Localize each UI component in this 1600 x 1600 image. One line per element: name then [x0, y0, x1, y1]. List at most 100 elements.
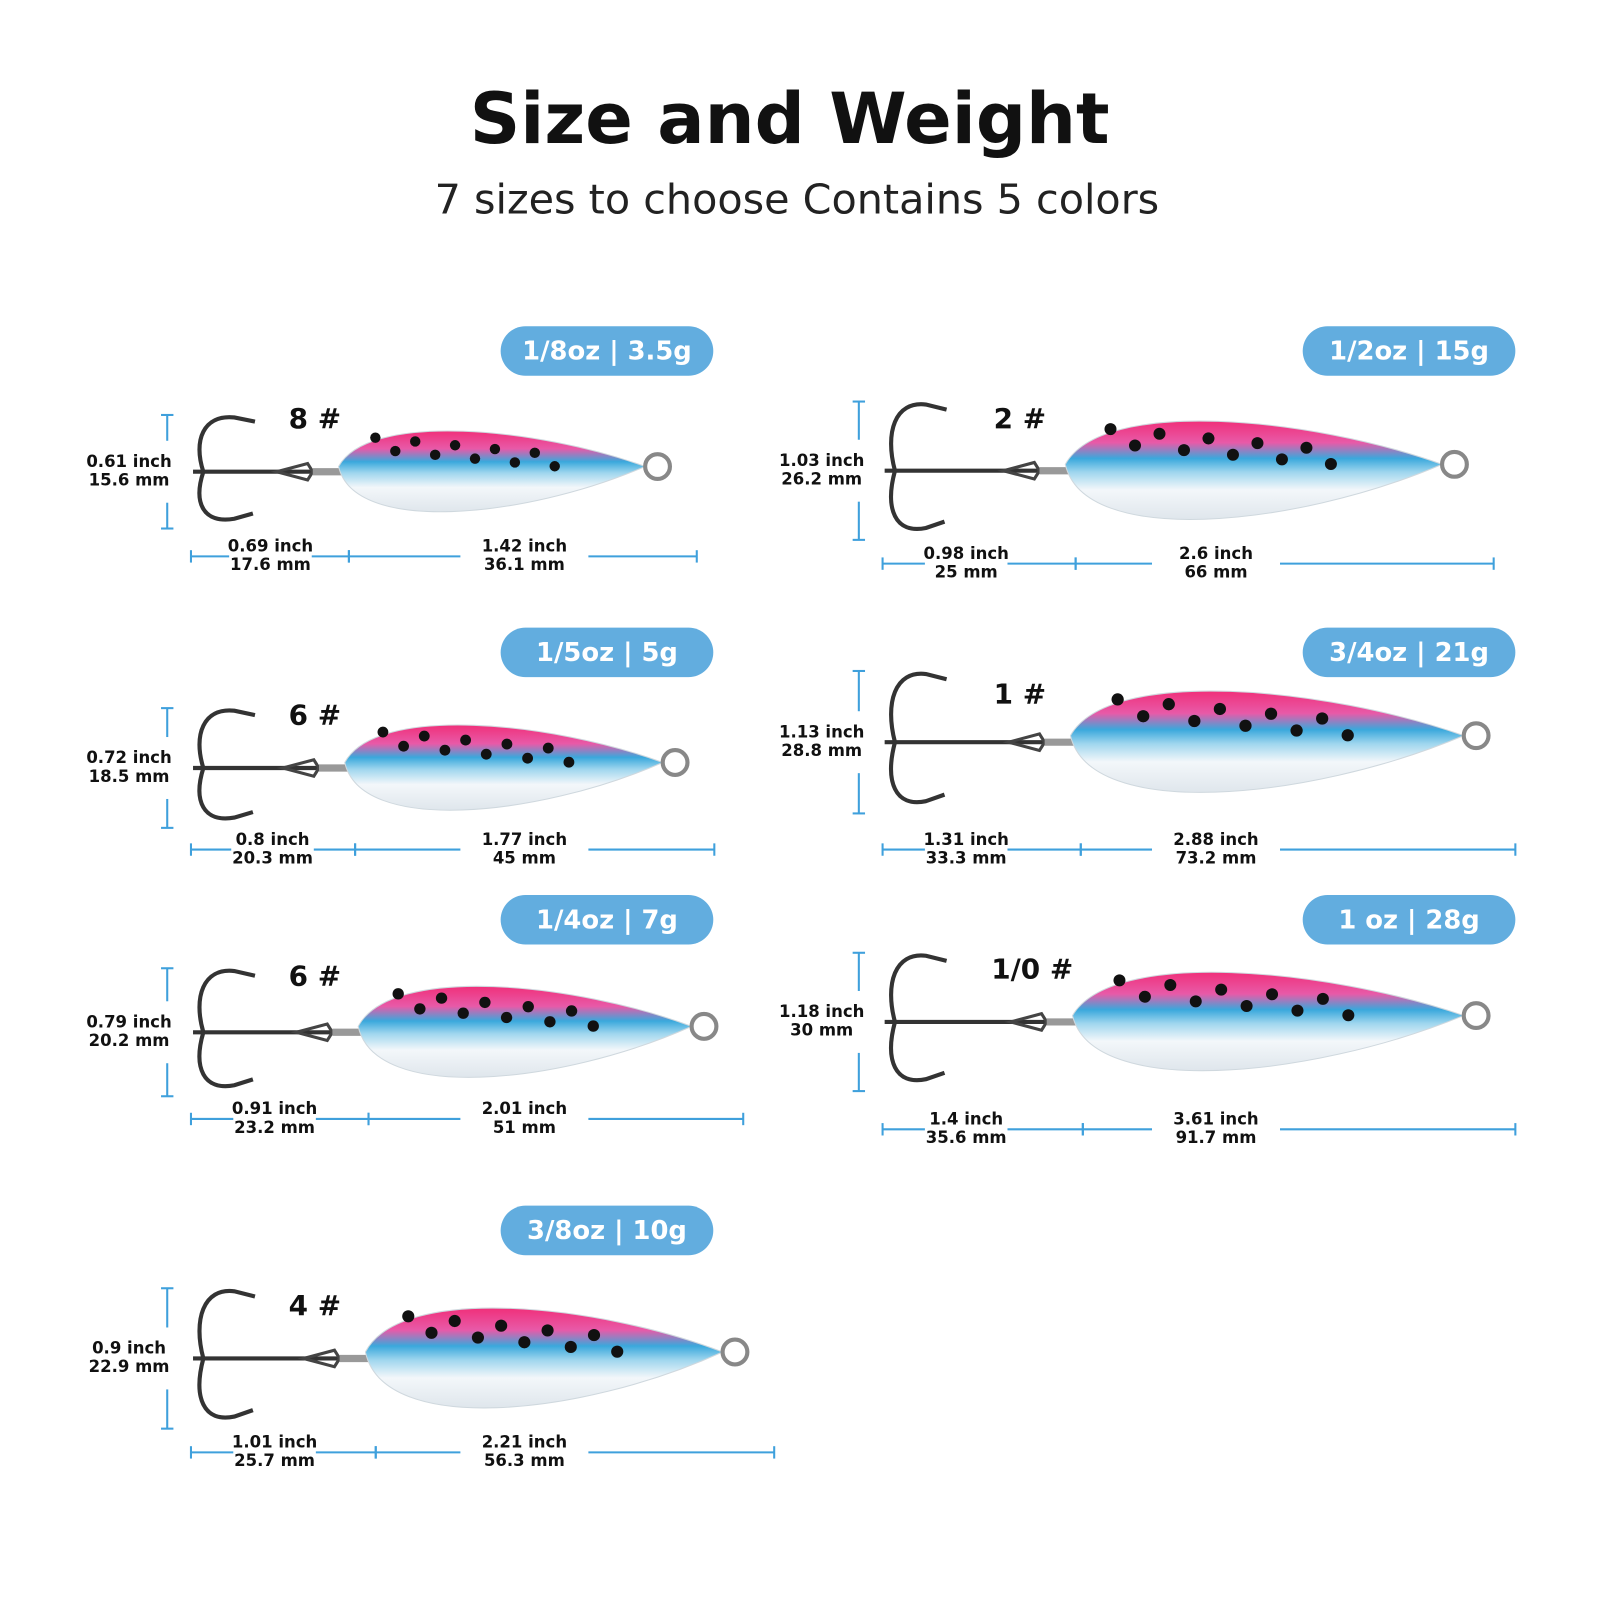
spot [1162, 698, 1175, 711]
spot [429, 449, 441, 461]
hook-barb [889, 470, 946, 532]
hook-length-mm: 20.3 mm [232, 848, 313, 867]
hook-size: 6 # [289, 698, 341, 731]
dim-gap [854, 990, 863, 1053]
title: Size and Weight [470, 78, 1110, 160]
spot [1239, 719, 1252, 732]
ring [660, 748, 690, 777]
hook-length-inch: 0.8 inch [236, 830, 310, 849]
spot [489, 443, 501, 455]
weight-label: 1/5oz | 5g [536, 638, 678, 668]
spot [1342, 1009, 1355, 1022]
ring [689, 1011, 719, 1041]
spoon [338, 430, 647, 513]
spot [480, 748, 492, 760]
spot [611, 1345, 624, 1358]
dim-gap [854, 439, 863, 502]
weight-label: 1 oz | 28g [1338, 905, 1479, 935]
spoon [357, 985, 693, 1078]
spot [518, 1336, 531, 1349]
spot [471, 1331, 484, 1344]
spot [398, 740, 409, 752]
height-inch: 0.61 inch [86, 452, 171, 471]
dim-gap [163, 1001, 172, 1064]
spot [564, 1340, 577, 1354]
body-length-inch: 2.21 inch [482, 1433, 567, 1452]
weight-pill [500, 627, 714, 678]
spot [1324, 458, 1337, 471]
hook-size: 1/0 # [991, 952, 1073, 985]
spot [541, 1324, 554, 1337]
weight-label: 1/2oz | 15g [1329, 337, 1489, 367]
spot [1290, 724, 1303, 737]
hook-length-inch: 1.01 inch [232, 1433, 317, 1452]
hook-size: 6 # [289, 960, 341, 993]
spot [529, 447, 540, 459]
spot [495, 1319, 508, 1332]
spot [449, 440, 461, 451]
spoon [344, 724, 665, 811]
hook-size: 1 # [994, 678, 1046, 711]
spot [522, 1001, 534, 1013]
ring [1440, 449, 1469, 479]
body-length-inch: 2.01 inch [482, 1099, 567, 1118]
spoon [1064, 420, 1444, 520]
hook-barb [197, 968, 256, 1033]
ring [720, 1337, 750, 1367]
spot [439, 744, 451, 756]
height-inch: 0.9 inch [92, 1339, 166, 1358]
height-mm: 22.9 mm [89, 1357, 170, 1376]
spot [1316, 992, 1329, 1005]
height-mm: 20.2 mm [89, 1031, 170, 1050]
hook-barb [197, 1031, 254, 1089]
hook-size: 4 # [289, 1289, 341, 1322]
dim-gap [163, 440, 172, 503]
spot [1291, 1004, 1304, 1017]
body-length-inch: 3.61 inch [1173, 1110, 1258, 1129]
spot [1213, 702, 1227, 716]
weight-pill [500, 326, 714, 376]
spot [522, 752, 533, 764]
spot [435, 992, 448, 1004]
spot [542, 742, 554, 754]
spot [1128, 439, 1141, 452]
height-mm: 15.6 mm [89, 471, 170, 490]
height-mm: 18.5 mm [89, 767, 170, 786]
spot [544, 1016, 556, 1028]
height-inch: 1.13 inch [779, 722, 864, 741]
spot [1215, 983, 1228, 996]
hook-length-mm: 33.3 mm [926, 848, 1007, 867]
height-inch: 0.79 inch [86, 1012, 171, 1031]
spot [1113, 974, 1126, 987]
hook-barb [197, 1289, 256, 1359]
spot [410, 436, 421, 447]
spot [587, 1020, 599, 1032]
body-length-inch: 1.77 inch [482, 830, 567, 849]
body-length-mm: 56.3 mm [484, 1451, 565, 1470]
hook-length-inch: 1.4 inch [929, 1110, 1003, 1129]
spot [479, 996, 491, 1009]
spot [1316, 712, 1329, 725]
spot [1189, 995, 1202, 1008]
weight-pill [500, 894, 714, 945]
weight-pill [1302, 894, 1516, 945]
ring [1461, 1001, 1491, 1031]
hook-barb [197, 708, 256, 769]
spoon [364, 1307, 724, 1409]
spot [500, 1011, 513, 1024]
spot [1264, 707, 1278, 720]
spot [392, 988, 404, 1000]
body-length-inch: 2.6 inch [1179, 544, 1253, 563]
weight-pill [1302, 326, 1516, 376]
hook-barb [889, 953, 948, 1023]
body-length-inch: 2.88 inch [1173, 830, 1258, 849]
weight-label: 3/4oz | 21g [1329, 638, 1489, 668]
spot [414, 1003, 426, 1015]
spot [469, 453, 481, 464]
hook-barb [889, 671, 948, 743]
